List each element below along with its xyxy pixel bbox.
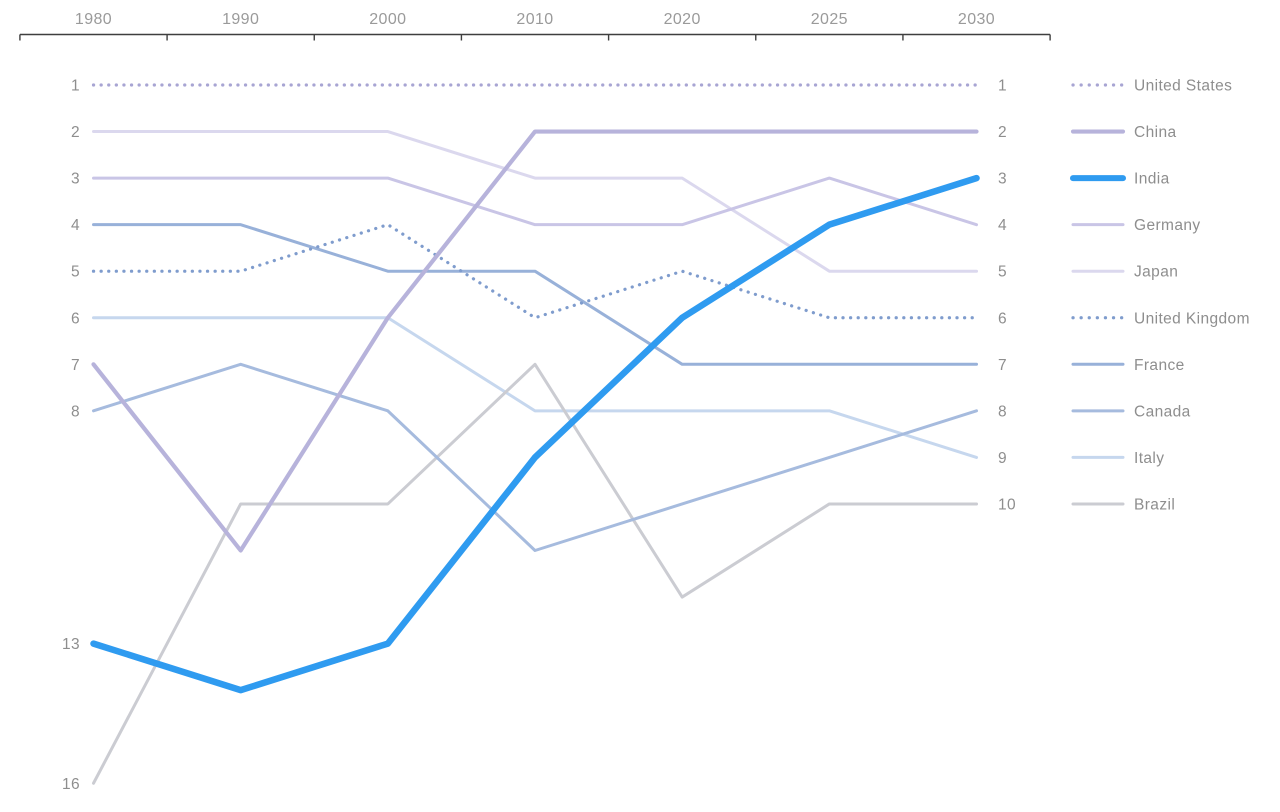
legend-label-united-kingdom: United Kingdom: [1134, 310, 1250, 327]
legend-item-france: France: [1071, 357, 1185, 374]
legend-label-united-states: United States: [1134, 78, 1232, 95]
legend: United States China India Germany Japan Unite…: [1070, 78, 1250, 513]
left-rank-label: 13: [62, 636, 80, 653]
left-rank-label: 7: [71, 357, 80, 374]
right-rank-label: 6: [998, 310, 1007, 327]
year-label: 2010: [516, 11, 553, 28]
series-line-france: [92, 223, 979, 366]
legend-label-china: China: [1134, 124, 1177, 141]
year-label: 1990: [222, 11, 259, 28]
left-rank-label: 8: [71, 403, 80, 420]
left-rank-label: 16: [62, 776, 80, 793]
legend-item-india: India: [1070, 171, 1170, 188]
series-line-italy: [92, 316, 979, 459]
left-rank-label: 1: [71, 78, 80, 95]
series-line-united-kingdom: [91, 223, 979, 320]
legend-label-japan: Japan: [1134, 264, 1178, 281]
right-rank-label: 10: [998, 496, 1016, 513]
legend-item-brazil: Brazil: [1071, 496, 1175, 513]
year-label: 2025: [811, 11, 848, 28]
year-label: 2000: [369, 11, 406, 28]
right-rank-label: 2: [998, 124, 1007, 141]
legend-label-brazil: Brazil: [1134, 496, 1175, 513]
legend-item-germany: Germany: [1071, 217, 1201, 234]
x-axis: [19, 33, 1051, 41]
right-rank-label: 5: [998, 264, 1007, 281]
right-rank-label: 8: [998, 403, 1007, 420]
right-rank-label: 7: [998, 357, 1007, 374]
legend-label-italy: Italy: [1134, 450, 1164, 467]
left-rank-label: 6: [71, 310, 80, 327]
right-rank-label: 9: [998, 450, 1007, 467]
series-line-japan: [92, 130, 979, 273]
left-rank-label: 3: [71, 171, 80, 188]
series-line-germany: [92, 176, 979, 227]
right-rank-label: 4: [998, 217, 1007, 234]
right-rank-label: 3: [998, 171, 1007, 188]
legend-item-united-states: United States: [1071, 78, 1232, 95]
year-label: 1980: [75, 11, 112, 28]
legend-label-france: France: [1134, 357, 1185, 374]
series-line-china: [91, 129, 979, 553]
legend-label-germany: Germany: [1134, 217, 1201, 234]
legend-label-canada: Canada: [1134, 403, 1191, 420]
year-label: 2020: [664, 11, 701, 28]
series-line-canada: [92, 362, 979, 552]
legend-item-canada: Canada: [1071, 403, 1191, 420]
series-line-brazil: [92, 362, 979, 785]
legend-item-italy: Italy: [1071, 450, 1164, 467]
legend-label-india: India: [1134, 171, 1170, 188]
left-rank-label: 5: [71, 264, 80, 281]
legend-item-united-kingdom: United Kingdom: [1071, 310, 1250, 327]
legend-item-china: China: [1070, 124, 1177, 141]
series-line-india: [90, 174, 980, 694]
left-rank-label: 4: [71, 217, 80, 234]
legend-item-japan: Japan: [1071, 264, 1178, 281]
year-label: 2030: [958, 11, 995, 28]
right-rank-label: 1: [998, 78, 1007, 95]
left-rank-label: 2: [71, 124, 80, 141]
